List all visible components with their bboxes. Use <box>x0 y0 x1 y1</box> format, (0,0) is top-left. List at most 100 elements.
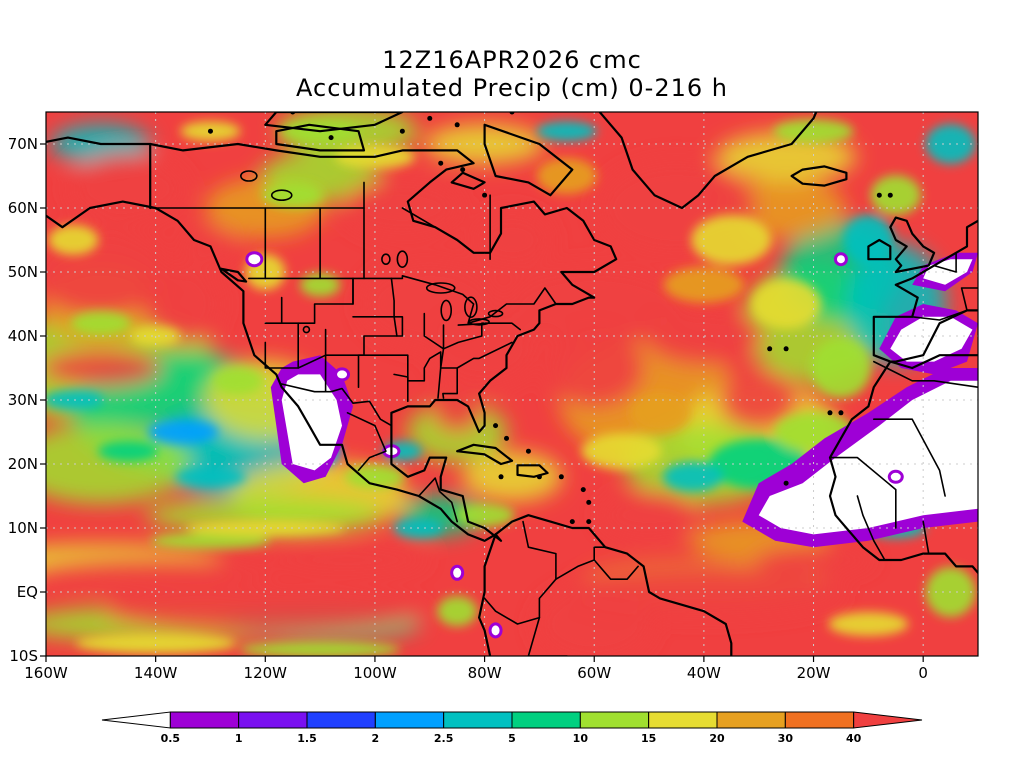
precip-cell <box>262 183 323 208</box>
island <box>438 160 444 166</box>
europe-borders <box>911 287 978 321</box>
colorbar-label: 40 <box>846 732 862 745</box>
mexico-states <box>346 411 387 472</box>
precip-cell <box>810 338 871 398</box>
precip-cell <box>267 546 428 574</box>
precip-cell <box>691 215 772 265</box>
precip-cell <box>143 264 224 344</box>
baffin <box>483 123 574 197</box>
state-lines-central-2 <box>357 341 513 389</box>
map-frame <box>45 111 979 657</box>
europe-borders-2 <box>933 252 957 273</box>
britain <box>889 216 936 274</box>
precip-cell <box>70 311 131 336</box>
precip-cell <box>46 350 161 386</box>
precip-cell <box>185 520 346 536</box>
gulf-coast <box>46 136 618 542</box>
island <box>372 103 377 108</box>
island <box>290 112 296 115</box>
precip-cell <box>472 210 552 270</box>
island <box>767 346 773 352</box>
ireland <box>867 238 892 261</box>
hudson-islands <box>450 171 486 190</box>
island <box>887 192 893 198</box>
island <box>509 112 515 115</box>
dry-spot <box>453 567 462 578</box>
precip-cell <box>843 215 894 265</box>
precip-cell <box>462 451 562 502</box>
colorbar-label: 15 <box>641 732 656 745</box>
dry-spot <box>248 254 261 265</box>
victoria-island <box>275 123 366 152</box>
island <box>586 519 592 525</box>
state-lines-west-2 <box>297 315 404 369</box>
precip-cell <box>536 121 597 142</box>
precip-cell <box>46 424 191 504</box>
island <box>399 128 405 134</box>
lake-outline <box>270 189 293 201</box>
lake-outline <box>464 296 478 319</box>
africa-borders-4 <box>922 520 930 555</box>
lon-tick-label: 140W <box>134 664 178 682</box>
colorbar-label: 1 <box>235 732 243 745</box>
vancouver-island <box>220 267 248 283</box>
precip-cell <box>663 266 744 303</box>
dry-spot <box>337 370 348 379</box>
colorbar-swatch <box>853 711 923 729</box>
dry-zone <box>281 374 342 471</box>
lon-tick-label: 120W <box>244 664 288 682</box>
precip-cell <box>534 584 655 656</box>
dry-spot <box>491 625 500 636</box>
precip-cell <box>432 392 483 433</box>
state-lines-east-3 <box>442 367 459 399</box>
lake-outline <box>240 170 258 182</box>
lon-tick-label: 0 <box>918 664 928 682</box>
colorbar-swatch <box>443 711 513 729</box>
africa-west <box>828 354 978 574</box>
africa-borders-2 <box>829 456 897 529</box>
latitude-axis: 70N 60N 50N 40N 30N 20N 10N EQ 10S <box>8 135 46 665</box>
precip-cell <box>504 264 685 344</box>
lake-outline <box>396 250 409 269</box>
lat-tick-label: 10S <box>9 647 38 665</box>
precip-cell <box>870 175 921 216</box>
state-lines-east-4 <box>390 277 398 337</box>
lat-tick-label: 70N <box>8 135 38 153</box>
colorbar-swatch <box>784 711 855 729</box>
precip-cell <box>175 466 246 487</box>
precip-cell <box>599 490 700 541</box>
greenland <box>598 112 818 210</box>
island <box>827 410 833 416</box>
precip-cell <box>716 131 857 182</box>
lake-outline <box>468 318 490 326</box>
precip-cell <box>68 153 189 224</box>
island <box>876 192 882 198</box>
lake-outline <box>425 282 456 294</box>
central-america-borders <box>417 477 459 523</box>
island <box>580 487 586 493</box>
colorbar-swatch <box>716 711 786 729</box>
colorbar-label: 10 <box>573 732 589 745</box>
colorbar-swatch <box>238 711 308 729</box>
lon-tick-label: 160W <box>24 664 68 682</box>
colorbar-swatch <box>579 711 650 729</box>
colorbar-label: 2.5 <box>434 732 454 745</box>
iceland <box>790 165 848 187</box>
precip-cell <box>98 441 159 462</box>
colorbar-label: 1.5 <box>297 732 317 745</box>
colorbar-swatch <box>306 711 376 729</box>
colorbar: 0.5 1 1.5 2 2.5 5 10 15 20 30 40 <box>101 711 923 745</box>
precip-cell <box>828 612 909 636</box>
colorbar-swatch <box>648 711 718 729</box>
island <box>783 346 789 352</box>
state-lines-east <box>423 312 522 350</box>
dry-spot <box>836 255 845 264</box>
precip-cell <box>718 370 799 430</box>
dry-zone <box>758 380 978 535</box>
lat-tick-label: 40N <box>8 327 38 345</box>
colorbar-swatch <box>374 711 445 729</box>
island <box>525 448 531 454</box>
island <box>498 474 504 480</box>
africa-borders <box>872 418 946 497</box>
precip-cell <box>240 641 401 656</box>
